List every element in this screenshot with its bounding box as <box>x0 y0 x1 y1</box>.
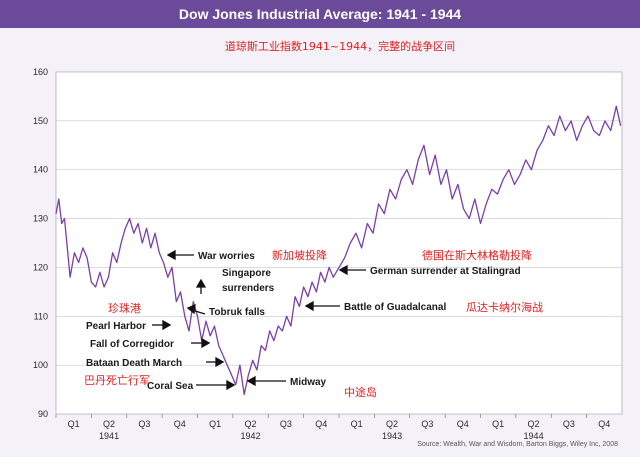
x-year-label: 1941 <box>99 431 119 441</box>
x-tick-label: Q2 <box>386 419 398 429</box>
x-tick-label: Q1 <box>351 419 363 429</box>
arrowhead-pearl-harbor <box>162 319 172 331</box>
x-year-label: 1943 <box>382 431 402 441</box>
annotation-arrows <box>152 249 366 391</box>
x-tick-label: Q4 <box>457 419 469 429</box>
annotation-coral-sea: Coral Sea <box>147 381 194 392</box>
arrowhead-war-worries <box>166 249 176 261</box>
x-tick-label: Q4 <box>174 419 186 429</box>
x-tick-label: Q3 <box>563 419 575 429</box>
y-tick-label: 130 <box>33 214 48 224</box>
arrowhead-tobruk <box>186 303 196 315</box>
title-bar: Dow Jones Industrial Average: 1941 - 194… <box>0 0 640 28</box>
annotation-guadalcanal: Battle of Guadalcanal <box>344 302 446 313</box>
x-tick-label: Q2 <box>528 419 540 429</box>
arrowhead-guadalcanal <box>304 300 314 312</box>
x-tick-label: Q2 <box>103 419 115 429</box>
x-tick-label: Q4 <box>598 419 610 429</box>
arrowhead-stalingrad <box>338 264 348 276</box>
annotation-singapore-line1: Singapore <box>222 268 271 279</box>
y-tick-label: 140 <box>33 165 48 175</box>
x-tick-label: Q3 <box>138 419 150 429</box>
annotation-bataan: Bataan Death March <box>86 358 182 369</box>
red-label-stalingrad: 德国在斯大林格勒投降 <box>422 248 532 262</box>
y-tick-label: 160 <box>33 67 48 77</box>
annotation-midway: Midway <box>290 377 327 388</box>
y-axis-ticks: 90 100 110 120 130 140 150 160 <box>33 67 48 419</box>
x-tick-label: Q2 <box>245 419 257 429</box>
x-year-label: 1944 <box>524 431 544 441</box>
x-tick-label: Q1 <box>68 419 80 429</box>
x-tick-label: Q1 <box>492 419 504 429</box>
y-tick-label: 90 <box>38 409 48 419</box>
source-note: Source: Wealth, War and Wisdom, Barton B… <box>417 441 618 448</box>
x-year-label: 1942 <box>241 431 261 441</box>
arrowhead-midway <box>246 375 256 387</box>
red-label-guadalcanal: 瓜达卡纳尔海战 <box>466 300 543 314</box>
arrowhead-coral-sea <box>226 379 236 391</box>
red-label-bataan: 巴丹死亡行军 <box>84 373 150 387</box>
chart-svg: 道琼斯工业指数1941~1944，完整的战争区间 90 100 110 120 130 1… <box>0 28 640 457</box>
x-axis-ticks: Q1 Q2 Q3 Q4 Q1 Q2 Q3 Q4 Q1 Q2 Q3 Q4 Q1 Q2 Q3 Q4 1941 1942… <box>55 414 610 441</box>
red-label-singapore: 新加坡投降 <box>272 248 327 262</box>
y-tick-label: 100 <box>33 360 48 370</box>
annotation-war-worries: War worries <box>198 251 255 262</box>
annotation-singapore-line2: surrenders <box>222 283 275 294</box>
y-tick-label: 120 <box>33 262 48 272</box>
x-tick-label: Q1 <box>209 419 221 429</box>
y-tick-label: 150 <box>33 116 48 126</box>
x-tick-label: Q3 <box>421 419 433 429</box>
annotation-pearl-harbor: Pearl Harbor <box>86 321 146 332</box>
x-tick-label: Q3 <box>280 419 292 429</box>
arrowhead-singapore <box>195 278 207 288</box>
red-label-midway: 中途岛 <box>344 385 377 399</box>
annotation-corregidor: Fall of Corregidor <box>90 339 174 350</box>
series-line-djia <box>55 105 622 396</box>
arrowhead-bataan <box>215 356 225 368</box>
chart-title: Dow Jones Industrial Average: 1941 - 194… <box>178 6 462 22</box>
annotation-tobruk: Tobruk falls <box>209 307 265 318</box>
annotation-stalingrad: German surrender at Stalingrad <box>370 266 521 277</box>
arrowhead-corregidor <box>201 337 211 349</box>
chart-subtitle-cn: 道琼斯工业指数1941~1944，完整的战争区间 <box>225 39 455 53</box>
red-label-pearl-harbor: 珍珠港 <box>108 301 141 315</box>
x-tick-label: Q4 <box>315 419 327 429</box>
y-tick-label: 110 <box>34 311 48 321</box>
grid <box>56 71 622 415</box>
